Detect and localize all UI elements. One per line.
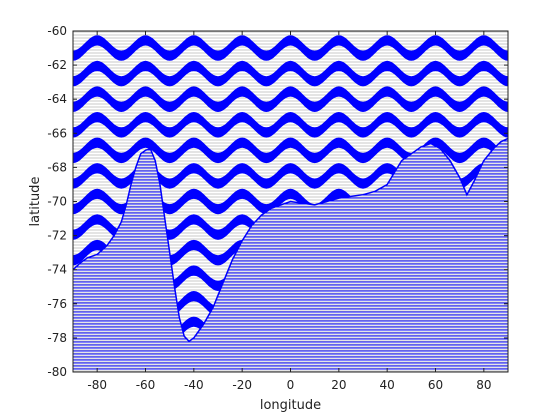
x-tick-label: 40	[380, 378, 395, 392]
y-tick-label: -76	[47, 297, 67, 311]
y-tick-label: -64	[47, 92, 67, 106]
y-tick-label: -60	[47, 24, 67, 38]
wave-band	[73, 60, 508, 87]
wave-band	[73, 112, 508, 138]
y-tick-label: -72	[47, 229, 67, 243]
x-tick-label: 20	[331, 378, 346, 392]
x-axis-ticks: -80 -60 -40 -20 0 20 40 60 80	[87, 31, 491, 392]
y-tick-label: -78	[47, 331, 67, 345]
wave-band	[73, 86, 508, 112]
y-tick-label: -74	[47, 263, 67, 277]
coastline	[73, 137, 508, 343]
y-tick-label: -66	[47, 126, 67, 140]
y-tick-label: -62	[47, 58, 67, 72]
y-axis-label: latitude	[28, 177, 43, 227]
y-tick-label: -68	[47, 160, 67, 174]
x-tick-label: 0	[287, 378, 295, 392]
x-tick-label: -60	[136, 378, 156, 392]
wave-band	[73, 35, 508, 61]
data-layer	[73, 31, 508, 372]
y-tick-label: -80	[47, 365, 67, 379]
x-tick-label: -20	[232, 378, 252, 392]
x-tick-label: -40	[184, 378, 204, 392]
x-tick-label: -80	[87, 378, 107, 392]
x-tick-label: 60	[428, 378, 443, 392]
y-axis-ticks: -80 -78 -76 -74 -72 -70 -68 -66 -64 -62 -60	[47, 24, 508, 379]
x-tick-label: 80	[476, 378, 491, 392]
y-tick-label: -70	[47, 195, 67, 209]
x-axis-label: longitude	[260, 398, 321, 413]
